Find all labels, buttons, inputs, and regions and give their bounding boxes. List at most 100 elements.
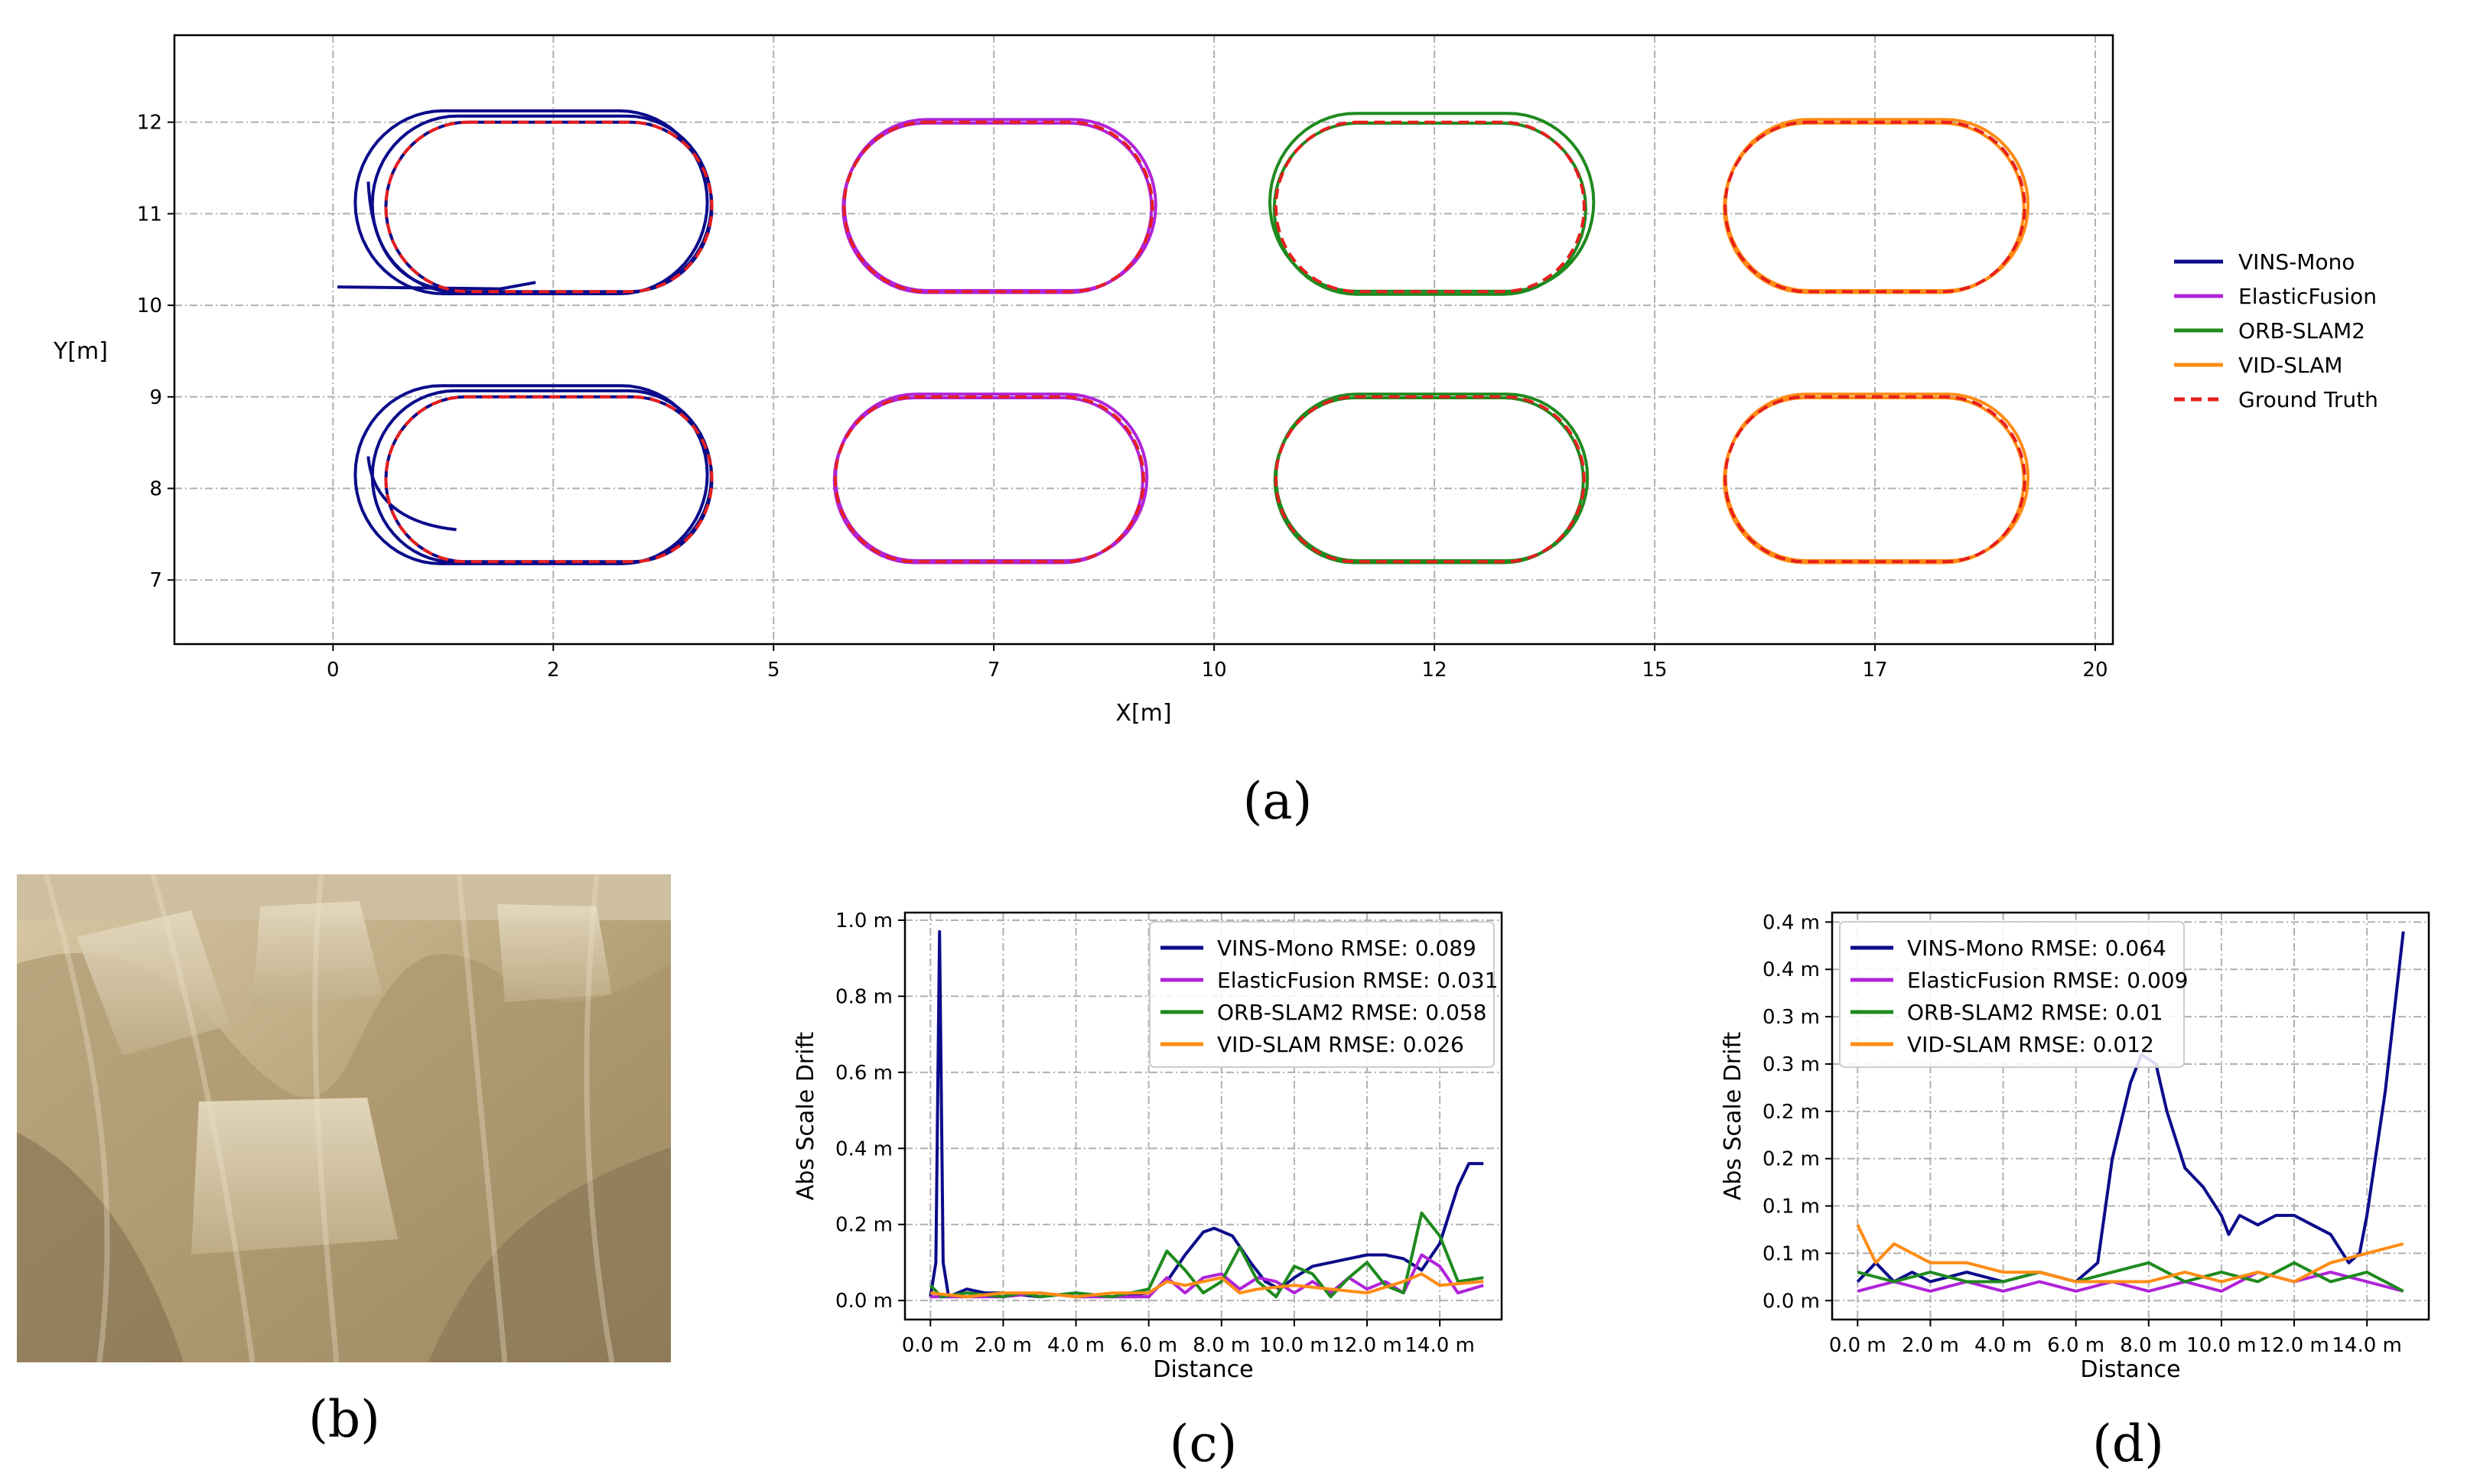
- x-tick-label: 8.0 m: [2120, 1334, 2177, 1357]
- y-tick-label: 0.0 m: [835, 1290, 893, 1313]
- y-tick-label: 0.8 m: [835, 985, 893, 1008]
- y-tick-label: 1.0 m: [835, 910, 893, 932]
- ground-truth-line: [1723, 395, 2026, 564]
- x-tick-label: 2.0 m: [975, 1334, 1032, 1357]
- y-tick-label: 0.2 m: [835, 1214, 893, 1237]
- drift-chart-d: 0.0 m 2.0 m 4.0 m 6.0 m 8.0 m 10.0 m 12.0 m 14.…: [1720, 911, 2430, 1383]
- panel-d-label: (d): [2092, 1414, 2164, 1473]
- x-tick-label: 0.0 m: [1829, 1334, 1886, 1357]
- trajectory-line-elasticfusion: [841, 121, 1154, 295]
- x-tick-label: 0.0 m: [902, 1334, 959, 1357]
- legend-label: VINS-Mono RMSE: 0.089: [1217, 936, 1476, 961]
- draped-fabric-photo: [17, 874, 671, 1363]
- series-line-orb-slam2: [929, 1211, 1484, 1299]
- x-tick-label: 14.0 m: [2332, 1334, 2401, 1357]
- x-tick-label: 8.0 m: [1193, 1334, 1250, 1357]
- x-tick-label: 4.0 m: [1047, 1334, 1105, 1357]
- trajectory-line-vins-mono: [384, 395, 714, 564]
- x-tick-label: 2: [547, 659, 560, 682]
- x-tick-label: 17: [1862, 659, 1887, 682]
- legend-label: Ground Truth: [2238, 387, 2378, 412]
- series-line-vid-slam: [1856, 1224, 2404, 1284]
- trajectory-tail-vins-mono: [337, 281, 536, 291]
- legend-label: ElasticFusion RMSE: 0.031: [1217, 968, 1498, 993]
- y-tick-label: 0.4 m: [1763, 911, 1820, 934]
- ground-truth-line: [1723, 120, 2026, 294]
- panel-b-label: (b): [308, 1390, 380, 1449]
- y-axis-label: Abs Scale Drift: [793, 1031, 819, 1200]
- panel-c-label: (c): [1170, 1414, 1237, 1473]
- plot-frame: [1831, 911, 2430, 1321]
- trajectory-line-orb-slam2: [1268, 112, 1596, 293]
- x-tick-label: 10: [1202, 659, 1227, 682]
- y-tick-label: 0.6 m: [835, 1062, 893, 1085]
- y-axis-label: Abs Scale Drift: [1720, 1031, 1746, 1200]
- trajectory-tail-vins-mono: [366, 456, 457, 532]
- trajectory-line-vid-slam: [1723, 396, 2026, 565]
- y-tick-label: 0.4 m: [1763, 958, 1820, 981]
- ground-truth-line: [842, 120, 1154, 294]
- plot-frame: [903, 911, 1503, 1321]
- ground-truth-line: [1274, 395, 1586, 564]
- series-line-elasticfusion: [1857, 1271, 2404, 1293]
- panel-a-label: (a): [1243, 772, 1313, 831]
- legend-label: ORB-SLAM2: [2238, 318, 2365, 343]
- x-axis-label: X[m]: [1115, 700, 1171, 727]
- y-tick-label: 0.4 m: [835, 1137, 893, 1160]
- x-tick-label: 12.0 m: [2259, 1334, 2329, 1357]
- x-tick-label: 10.0 m: [1259, 1334, 1329, 1357]
- x-tick-label: 15: [1642, 659, 1668, 682]
- ground-truth-line: [384, 395, 714, 564]
- trajectory-line-vid-slam: [1723, 118, 2030, 292]
- trajectory-line-vins-mono: [384, 120, 714, 294]
- y-tick-label: 0.1 m: [1763, 1196, 1820, 1219]
- trajectory-line-vins-mono: [353, 109, 709, 295]
- x-tick-label: 4.0 m: [1974, 1334, 2032, 1357]
- ground-truth-line: [1274, 120, 1586, 294]
- series-line-vins-mono: [929, 929, 1484, 1299]
- trajectory-line-elasticfusion: [834, 392, 1149, 562]
- x-tick-label: 14.0 m: [1405, 1334, 1474, 1357]
- y-tick-label: 0.0 m: [1763, 1290, 1820, 1313]
- trajectory-line-vid-slam: [1723, 121, 2026, 295]
- y-tick-label: 0.3 m: [1763, 1006, 1820, 1029]
- legend-label: ElasticFusion: [2238, 284, 2377, 309]
- trajectory-tail-vins-mono: [366, 181, 457, 294]
- x-tick-label: 2.0 m: [1902, 1334, 1959, 1357]
- trajectory-line-vins-mono: [370, 114, 713, 294]
- x-axis-label: Distance: [2080, 1356, 2180, 1383]
- x-tick-label: 12: [1422, 659, 1447, 682]
- trajectory-line-vins-mono: [353, 384, 709, 565]
- y-tick-label: 11: [137, 203, 162, 226]
- trajectory-line-elasticfusion: [832, 396, 1144, 565]
- y-tick-label: 12: [137, 112, 162, 135]
- x-tick-label: 0: [327, 659, 340, 682]
- legend-label: VID-SLAM RMSE: 0.026: [1217, 1032, 1464, 1057]
- y-axis-label: Y[m]: [53, 338, 108, 365]
- legend-label: ORB-SLAM2 RMSE: 0.058: [1217, 1000, 1486, 1025]
- drift-chart-c: 0.0 m 2.0 m 4.0 m 6.0 m 8.0 m 10.0 m 12.0 m 14.…: [793, 910, 1503, 1383]
- trajectory-line-orb-slam2: [1274, 392, 1590, 562]
- y-tick-label: 0.3 m: [1763, 1053, 1820, 1076]
- x-tick-label: 10.0 m: [2186, 1334, 2256, 1357]
- legend-label: VID-SLAM RMSE: 0.012: [1907, 1032, 2154, 1057]
- trajectory-chart: 0 2 5 7 10 12 15 17 20 7 8 9 10 11 12 X[m] Y[m] VINS-Mono…: [53, 34, 2378, 727]
- y-tick-label: 8: [149, 478, 162, 501]
- legend-box: [1839, 921, 2185, 1068]
- y-tick-label: 7: [149, 569, 162, 592]
- plot-frame: [173, 34, 2114, 646]
- legend-label: ElasticFusion RMSE: 0.009: [1907, 968, 2188, 993]
- legend-label: VID-SLAM: [2238, 353, 2342, 378]
- x-tick-label: 6.0 m: [2047, 1334, 2104, 1357]
- trajectory-line-elasticfusion: [842, 118, 1157, 292]
- legend-label: VINS-Mono RMSE: 0.064: [1907, 936, 2166, 961]
- x-tick-label: 7: [988, 659, 1001, 682]
- trajectory-line-vins-mono: [370, 389, 713, 564]
- ground-truth-line: [833, 395, 1146, 564]
- trajectory-line-vid-slam: [1723, 392, 2030, 562]
- ground-truth-line: [384, 120, 714, 294]
- x-axis-label: Distance: [1153, 1356, 1253, 1383]
- series-line-vid-slam: [930, 1272, 1484, 1299]
- x-tick-label: 5: [767, 659, 780, 682]
